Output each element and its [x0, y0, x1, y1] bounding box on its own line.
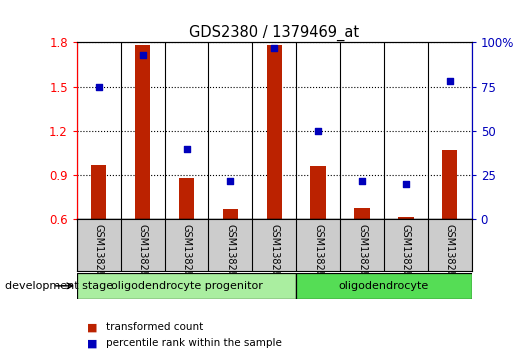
Bar: [311, 166, 326, 219]
Text: GSM138280: GSM138280: [94, 224, 104, 282]
Text: transformed count: transformed count: [106, 322, 203, 332]
Point: [402, 181, 410, 187]
Point: [314, 128, 322, 134]
Point: [270, 45, 279, 51]
Text: GSM138282: GSM138282: [182, 224, 191, 283]
Bar: [223, 209, 238, 219]
Point: [358, 178, 366, 183]
Bar: [442, 150, 457, 219]
Text: GSM138287: GSM138287: [401, 224, 411, 283]
Text: ■: ■: [87, 322, 98, 332]
Text: GSM138283: GSM138283: [225, 224, 235, 282]
Title: GDS2380 / 1379469_at: GDS2380 / 1379469_at: [189, 25, 359, 41]
Bar: [398, 217, 413, 219]
Bar: [91, 165, 107, 219]
Text: GSM138286: GSM138286: [357, 224, 367, 282]
Text: percentile rank within the sample: percentile rank within the sample: [106, 338, 282, 348]
Text: GSM138288: GSM138288: [445, 224, 455, 282]
Text: GSM138284: GSM138284: [269, 224, 279, 282]
Text: oligodendrocyte: oligodendrocyte: [339, 281, 429, 291]
Bar: [135, 45, 151, 219]
Text: ■: ■: [87, 338, 98, 348]
Point: [446, 79, 454, 84]
Bar: [179, 178, 194, 219]
Text: development stage: development stage: [5, 281, 113, 291]
Bar: [267, 45, 282, 219]
Bar: [77, 273, 296, 299]
Text: GSM138285: GSM138285: [313, 224, 323, 283]
Text: GSM138281: GSM138281: [138, 224, 148, 282]
Point: [226, 178, 235, 183]
Point: [182, 146, 191, 152]
Bar: [355, 208, 370, 219]
Bar: [296, 273, 472, 299]
Point: [94, 84, 103, 90]
Text: oligodendrocyte progenitor: oligodendrocyte progenitor: [111, 281, 262, 291]
Point: [138, 52, 147, 58]
